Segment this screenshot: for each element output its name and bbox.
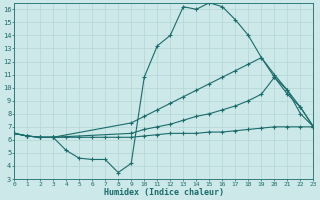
X-axis label: Humidex (Indice chaleur): Humidex (Indice chaleur) bbox=[104, 188, 224, 197]
